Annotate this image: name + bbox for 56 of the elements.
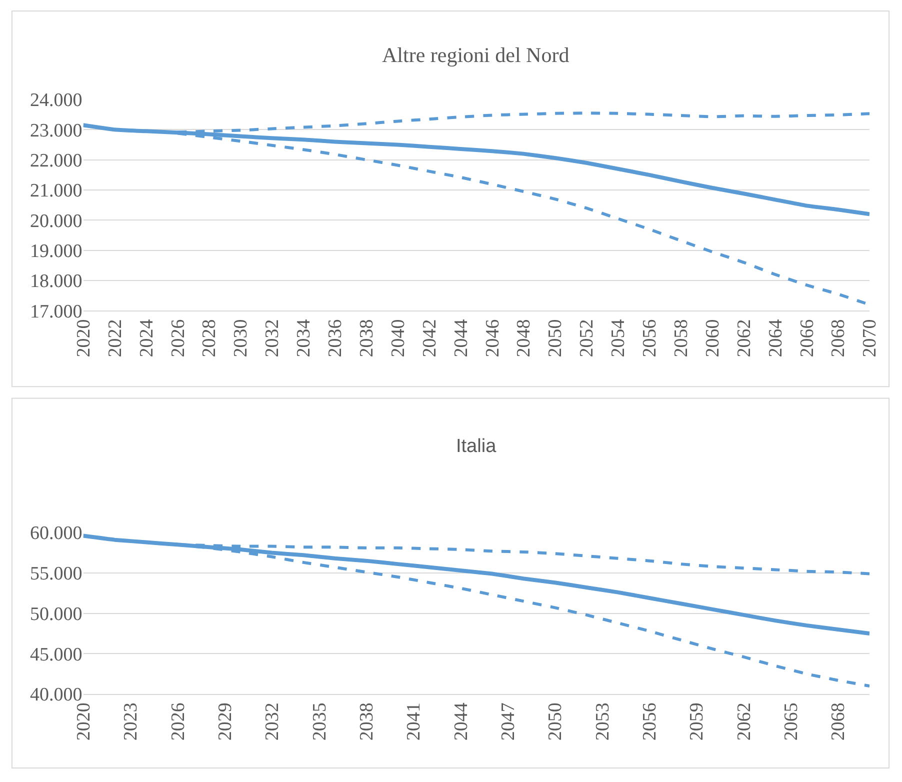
x-tick-label: 2048 [514,319,535,358]
y-tick-label: 24.000 [30,90,82,112]
x-tick-label: 2042 [419,319,440,358]
x-tick-label: 2030 [230,319,252,358]
x-tick-label: 2056 [640,319,661,358]
x-tick-label: 2020 [73,702,94,741]
y-tick-label: 20.000 [30,210,82,232]
y-tick-label: 21.000 [30,180,82,202]
x-tick-label: 2040 [388,319,409,358]
x-tick-label: 2052 [576,319,598,358]
x-tick-label: 2028 [199,319,220,358]
y-tick-label: 18.000 [30,271,82,292]
x-tick-label: 2020 [73,319,94,358]
x-tick-label: 2036 [325,319,346,358]
x-tick-label: 2066 [796,319,818,358]
x-tick-label: 2022 [104,319,126,358]
y-tick-label: 50.000 [30,604,82,625]
x-tick-label: 2024 [136,318,158,358]
x-tick-label: 2034 [294,318,315,358]
y-tick-label: 22.000 [30,150,82,172]
x-tick-label: 2070 [860,319,881,358]
x-tick-label: 2032 [262,319,284,358]
x-tick-label: 2050 [545,319,566,358]
y-tick-label: 19.000 [30,240,82,262]
x-tick-label: 2056 [640,702,661,741]
x-tick-label: 2058 [670,319,692,358]
x-tick-label: 2068 [828,702,850,741]
x-tick-label: 2026 [168,319,189,358]
x-tick-label: 2065 [781,702,802,741]
x-tick-label: 2029 [214,702,236,741]
x-tick-label: 2064 [765,318,786,358]
x-tick-label: 2026 [168,702,189,741]
x-tick-label: 2062 [734,702,755,741]
x-tick-label: 2047 [498,702,520,741]
x-tick-label: 2059 [686,702,708,741]
x-tick-label: 2044 [450,702,472,741]
y-tick-label: 55.000 [30,564,82,585]
x-tick-label: 2035 [309,702,330,741]
y-tick-label: 60.000 [30,523,82,544]
x-tick-label: 2062 [734,319,755,358]
x-tick-label: 2023 [120,702,142,741]
y-tick-label: 45.000 [30,644,82,666]
x-tick-label: 2038 [356,702,378,741]
x-tick-label: 2032 [262,702,284,741]
chart-title: Italia [456,436,497,457]
x-tick-label: 2041 [404,702,425,741]
x-tick-label: 2060 [702,319,724,358]
chart-title: Altre regioni del Nord [382,43,570,67]
x-tick-label: 2054 [608,318,630,358]
x-tick-label: 2053 [592,702,614,741]
x-tick-label: 2044 [450,318,472,358]
x-tick-label: 2068 [828,319,850,358]
x-tick-label: 2050 [545,702,566,741]
x-tick-label: 2046 [482,319,504,358]
y-tick-label: 23.000 [30,120,82,142]
x-tick-label: 2038 [356,319,378,358]
